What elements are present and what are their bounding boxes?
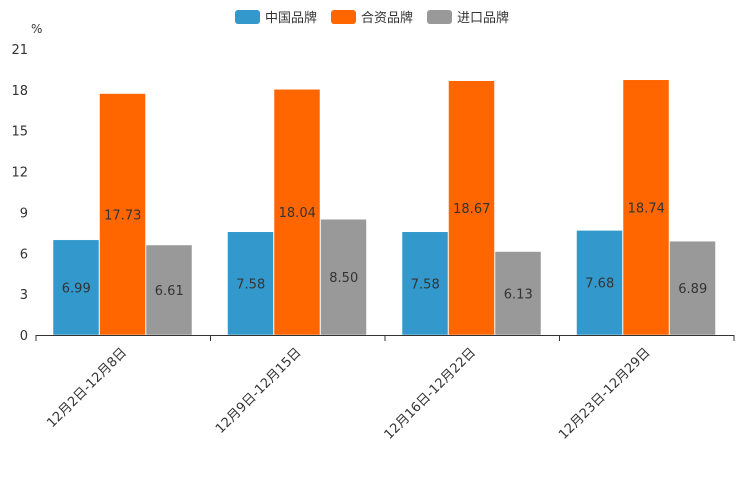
bar-data-label: 17.73 bbox=[104, 208, 141, 223]
legend-label-domestic: 中国品牌 bbox=[264, 11, 317, 26]
legend-swatch-domestic bbox=[234, 9, 260, 24]
y-tick-label: 21 bbox=[11, 43, 28, 58]
x-tick-label: 12月2日-12月8日 bbox=[44, 345, 130, 431]
x-axis: 12月2日-12月8日 12月9日-12月15日 12月16日-12月22日 12月2… bbox=[35, 335, 735, 443]
bar-data-label: 6.61 bbox=[155, 284, 184, 299]
bars: 6.99 17.73 6.61 7.58 18.04 8.50 7.58 18.67 6.13 7… bbox=[52, 79, 716, 336]
legend-label-imported: 进口品牌 bbox=[457, 11, 510, 26]
legend: 中国品牌 合资品牌 进口品牌 bbox=[0, 7, 744, 26]
legend-swatch-joint-venture bbox=[330, 9, 356, 24]
bar[interactable] bbox=[576, 230, 623, 336]
bar-data-label: 18.74 bbox=[628, 201, 665, 216]
bar[interactable] bbox=[52, 239, 100, 336]
legend-item-imported[interactable]: 进口品牌 bbox=[427, 7, 509, 26]
bar[interactable] bbox=[669, 240, 716, 336]
bar[interactable] bbox=[320, 218, 367, 336]
x-tick-label: 12月16日-12月22日 bbox=[382, 345, 479, 442]
y-tick-label: 12 bbox=[11, 166, 28, 181]
bar-data-label: 6.89 bbox=[678, 282, 707, 297]
bar[interactable] bbox=[99, 93, 146, 336]
y-tick-label: 15 bbox=[11, 125, 28, 140]
y-axis: % 0 3 6 9 12 15 18 21 bbox=[11, 22, 42, 344]
bar-data-label: 7.58 bbox=[236, 277, 265, 292]
y-tick-label: 9 bbox=[20, 206, 28, 221]
x-tick-label: 12月23日-12月29日 bbox=[556, 345, 653, 442]
y-tick-label: 0 bbox=[20, 329, 28, 344]
x-tick-label: 12月9日-12月15日 bbox=[213, 345, 305, 437]
y-tick-label: 6 bbox=[20, 247, 28, 262]
bar-data-label: 7.68 bbox=[585, 277, 614, 292]
bar[interactable] bbox=[227, 231, 274, 336]
bar-data-label: 6.13 bbox=[504, 287, 533, 302]
y-tick-label: 3 bbox=[20, 288, 28, 303]
legend-item-domestic[interactable]: 中国品牌 bbox=[234, 7, 317, 26]
y-axis-unit-label: % bbox=[31, 22, 42, 36]
bar-data-label: 6.99 bbox=[62, 281, 91, 296]
y-tick-label: 18 bbox=[11, 84, 28, 99]
bar[interactable] bbox=[273, 89, 321, 336]
bar-data-label: 18.04 bbox=[279, 206, 316, 221]
bar[interactable] bbox=[494, 251, 542, 336]
legend-swatch-imported bbox=[427, 9, 452, 24]
bar[interactable] bbox=[448, 80, 495, 336]
legend-label-joint-venture: 合资品牌 bbox=[360, 11, 413, 26]
bar[interactable] bbox=[622, 79, 670, 336]
legend-item-joint-venture[interactable]: 合资品牌 bbox=[330, 7, 413, 26]
bar-data-label: 7.58 bbox=[411, 277, 440, 292]
bar[interactable] bbox=[401, 231, 449, 336]
bar-data-label: 18.67 bbox=[453, 202, 490, 217]
bar-data-label: 8.50 bbox=[329, 271, 358, 286]
